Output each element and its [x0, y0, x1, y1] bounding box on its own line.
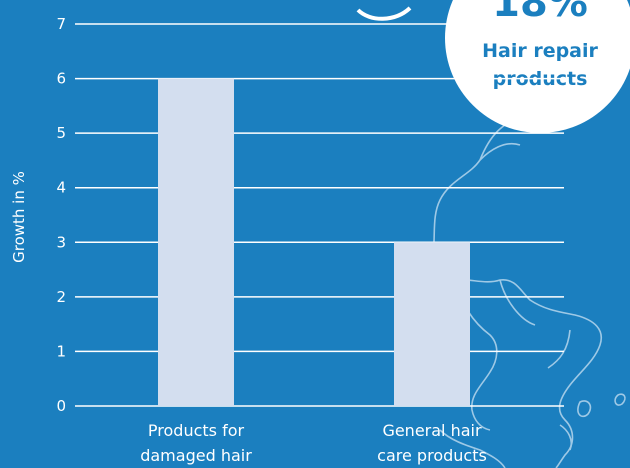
y-tick-label: 6	[56, 70, 66, 88]
badge-shadow-arc	[356, 6, 412, 21]
badge-label-line1: Hair repair	[482, 40, 598, 62]
y-tick-label: 5	[56, 124, 66, 142]
x-axis-categories: Products for damaged hair General hair care…	[140, 421, 487, 465]
bar	[394, 242, 470, 406]
y-tick-label: 4	[56, 179, 66, 197]
x-category-label: General hair	[382, 421, 482, 440]
badge-value: 18%	[492, 0, 588, 26]
bars	[158, 78, 470, 407]
y-tick-label: 2	[56, 288, 66, 306]
x-category-label: care products	[377, 446, 487, 465]
highlight-badge: 18% Hair repair products	[356, 0, 630, 133]
x-category-label: Products for	[148, 421, 245, 440]
bar	[158, 78, 234, 407]
y-tick-label: 7	[56, 15, 66, 33]
y-tick-label: 3	[56, 233, 66, 251]
y-tick-label: 1	[56, 342, 66, 360]
gridlines	[75, 23, 564, 407]
badge-circle	[445, 0, 630, 133]
y-axis-label: Growth in %	[10, 171, 28, 263]
y-tick-label: 0	[56, 397, 66, 415]
x-category-label: damaged hair	[140, 446, 252, 465]
map-outline	[428, 29, 630, 468]
y-axis-ticks: 0 1 2 3 4 5 6 7	[56, 15, 66, 415]
